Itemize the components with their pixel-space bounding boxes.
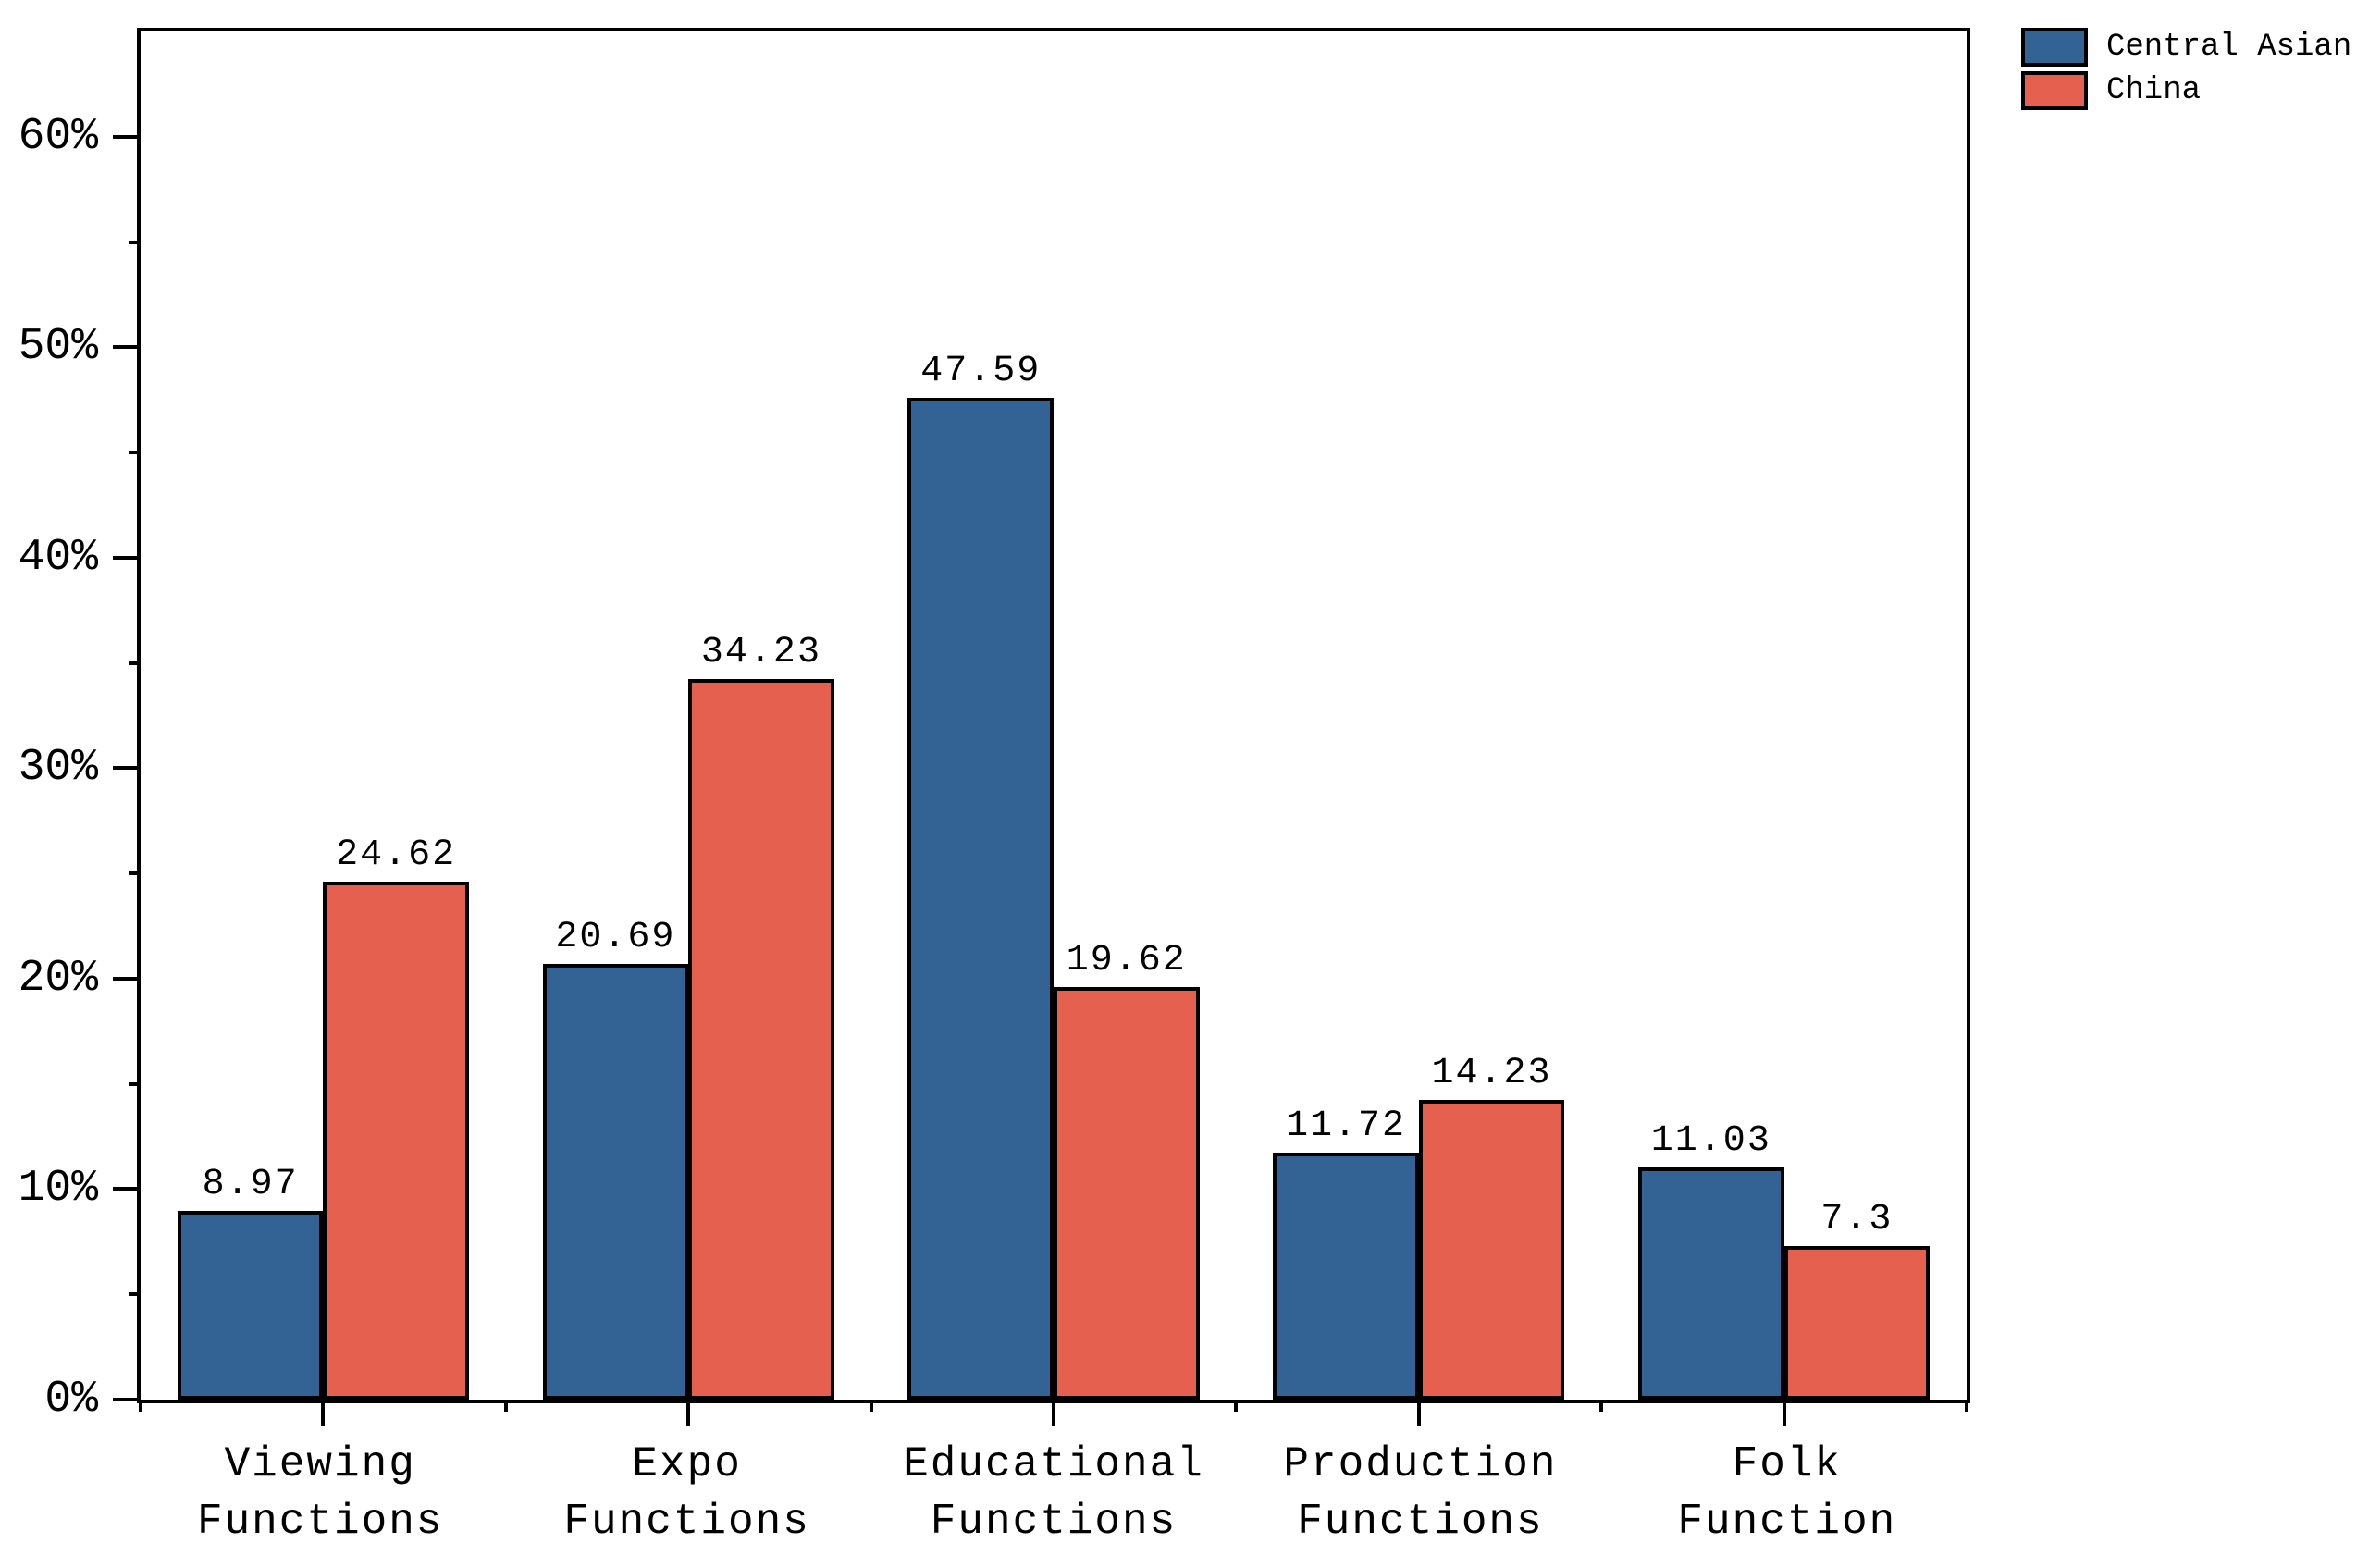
x-axis-major-tick-folk-function (1782, 1400, 1786, 1426)
bar-slot-central-asian-educational-functions: 47.59 (907, 353, 1054, 1400)
bar-central-asian-educational-functions (907, 398, 1054, 1400)
legend: Central Asian China (2021, 28, 2351, 115)
x-axis-category-label-educational-functions: Educational Functions (903, 1440, 1204, 1547)
x-axis-major-tick-expo-functions (686, 1400, 691, 1426)
bar-china-viewing-functions (323, 881, 469, 1400)
y-axis-tick-label-50: 50% (18, 322, 98, 373)
legend-item-china: China (2021, 71, 2351, 110)
bar-slot-china-expo-functions: 34.23 (688, 635, 834, 1400)
y-axis-minor-tick-5 (129, 1292, 141, 1297)
bar-value-label-central-asian-folk-function: 11.03 (1650, 1120, 1771, 1163)
y-axis-major-tick-10 (113, 1187, 141, 1191)
bar-value-label-china-production-functions: 14.23 (1431, 1053, 1552, 1095)
legend-label-china: China (2106, 73, 2202, 108)
bar-value-label-central-asian-viewing-functions: 8.97 (202, 1163, 299, 1205)
y-axis-major-tick-50 (113, 345, 141, 350)
y-axis-tick-label-60: 60% (18, 111, 98, 162)
x-axis-labels: Viewing Functions Expo Functions Education… (137, 1436, 1970, 1550)
y-axis-major-tick-30 (113, 766, 141, 771)
y-axis-major-tick-60 (113, 134, 141, 139)
bar-china-folk-function (1783, 1245, 1931, 1400)
legend-swatch-china (2021, 71, 2088, 110)
bar-slot-central-asian-expo-functions: 20.69 (542, 920, 689, 1400)
x-axis-major-tick-production-functions (1416, 1400, 1421, 1426)
x-axis-minor-tick-20 (503, 1400, 508, 1412)
bar-value-label-central-asian-production-functions: 11.72 (1286, 1105, 1407, 1148)
y-axis-tick-label-40: 40% (18, 532, 98, 583)
x-axis-major-tick-viewing-functions (321, 1400, 326, 1426)
bar-value-label-china-viewing-functions: 24.62 (336, 833, 457, 876)
y-axis-tick-label-10: 10% (18, 1164, 98, 1215)
x-axis-major-tick-educational-functions (1052, 1400, 1055, 1426)
bar-value-label-central-asian-expo-functions: 20.69 (555, 917, 676, 959)
x-axis-ticks (139, 31, 1968, 1426)
bar-slot-china-educational-functions: 19.62 (1053, 942, 1200, 1400)
y-axis-major-tick-20 (113, 976, 141, 981)
bar-slot-central-asian-production-functions: 11.72 (1273, 1108, 1419, 1400)
y-axis-minor-tick-35 (129, 661, 141, 665)
legend-label-central-asian: Central Asian (2106, 30, 2352, 65)
y-axis-tick-label-30: 30% (18, 743, 98, 794)
plot-area: 8.97 24.62 20.69 34.23 47.59 19.62 11.72 14.23 1… (113, 28, 1970, 1426)
bar-china-expo-functions (688, 679, 834, 1400)
y-axis-labels: 0% 10% 20% 30% 40% 50% 60% (0, 31, 98, 1422)
bar-china-production-functions (1418, 1100, 1565, 1400)
bar-value-label-china-folk-function: 7.3 (1820, 1198, 1894, 1241)
y-axis-tick-label-20: 20% (18, 953, 98, 1004)
x-axis-category-label-folk-function: Folk Function (1677, 1440, 1897, 1547)
bar-china-educational-functions (1053, 986, 1200, 1400)
bar-central-asian-folk-function (1638, 1167, 1784, 1400)
x-axis-minor-tick-100 (1965, 1400, 1968, 1412)
bar-slot-china-production-functions: 14.23 (1418, 1056, 1565, 1400)
y-axis-major-tick-0 (113, 1398, 141, 1401)
y-axis-ticks (113, 31, 1967, 1401)
bar-value-label-china-expo-functions: 34.23 (700, 632, 821, 674)
y-axis-minor-tick-25 (129, 871, 141, 876)
x-axis-minor-tick-60 (1234, 1400, 1239, 1412)
bar-central-asian-expo-functions (542, 964, 689, 1400)
bar-group-viewing-functions: 8.97 24.62 (141, 31, 506, 1400)
x-axis-category-label-production-functions: Production Functions (1283, 1440, 1558, 1547)
bar-central-asian-viewing-functions (177, 1210, 324, 1400)
bar-central-asian-production-functions (1273, 1153, 1419, 1400)
y-axis-minor-tick-45 (129, 451, 141, 455)
legend-item-central-asian: Central Asian (2021, 28, 2351, 67)
x-axis-category-label-viewing-functions: Viewing Functions (196, 1440, 444, 1547)
bar-slot-china-viewing-functions: 24.62 (323, 836, 469, 1400)
y-axis-tick-label-0: 0% (44, 1375, 98, 1425)
bar-group-production-functions: 11.72 14.23 (1236, 31, 1601, 1400)
bar-group-educational-functions: 47.59 19.62 (871, 31, 1237, 1400)
y-axis-minor-tick-15 (129, 1081, 141, 1086)
legend-swatch-central-asian (2021, 28, 2088, 67)
bar-slot-central-asian-viewing-functions: 8.97 (177, 1166, 324, 1400)
bar-value-label-central-asian-educational-functions: 47.59 (920, 351, 1042, 393)
y-axis-minor-tick-55 (129, 240, 141, 244)
y-axis-major-tick-40 (113, 555, 141, 560)
x-axis-minor-tick-0 (139, 1400, 142, 1412)
bar-slot-china-folk-function: 7.3 (1783, 1201, 1931, 1400)
bar-group-expo-functions: 20.69 34.23 (506, 31, 871, 1400)
bar-slot-central-asian-folk-function: 11.03 (1638, 1123, 1784, 1400)
x-axis-category-label-expo-functions: Expo Functions (563, 1440, 810, 1547)
x-axis-minor-tick-40 (869, 1400, 873, 1412)
x-axis-minor-tick-80 (1599, 1400, 1604, 1412)
bar-groups: 8.97 24.62 20.69 34.23 47.59 19.62 11.72 14.23 1… (141, 31, 1967, 1400)
bar-value-label-china-educational-functions: 19.62 (1066, 939, 1187, 982)
bar-group-folk-function: 11.03 7.3 (1601, 31, 1967, 1400)
